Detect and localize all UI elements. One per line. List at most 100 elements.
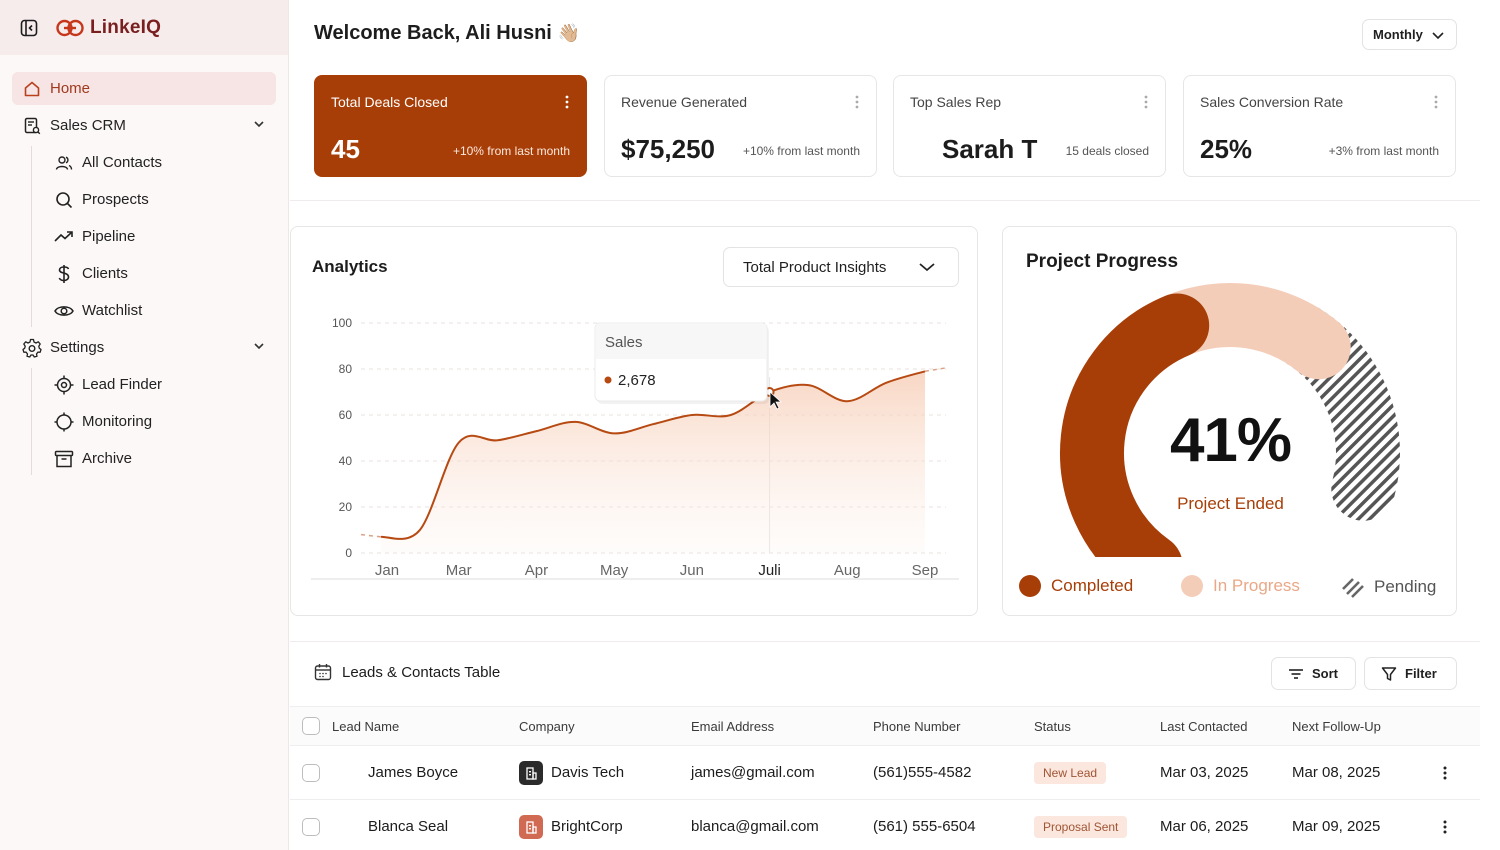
sidebar-item-label: Sales CRM <box>50 117 126 134</box>
chevron-down-icon[interactable] <box>252 117 266 135</box>
column-header[interactable]: Next Follow-Up <box>1292 718 1381 734</box>
select-all-cell <box>302 707 320 745</box>
period-select-value: Monthly <box>1373 27 1423 42</box>
sidebar-item-home[interactable]: Home <box>12 72 276 105</box>
sidebar-item-monitoring[interactable]: Monitoring <box>32 405 276 438</box>
legend-pending: Pending <box>1341 575 1436 599</box>
company-cell: Davis Tech <box>519 746 624 799</box>
completed-dot-icon <box>1019 575 1041 597</box>
tooltip-dot <box>604 376 612 384</box>
contacts-icon <box>54 153 74 173</box>
table-row[interactable]: Blanca Seal BrightCorp blanca@gmail.com … <box>290 800 1480 850</box>
column-header[interactable]: Lead Name <box>332 718 400 734</box>
row-checkbox[interactable] <box>302 763 320 782</box>
divider <box>290 200 1480 201</box>
column-header[interactable]: Email Address <box>691 718 775 734</box>
period-select[interactable]: Monthly <box>1362 19 1457 50</box>
select-all-checkbox[interactable] <box>302 717 320 735</box>
sidebar-item-clients[interactable]: Clients <box>32 257 276 290</box>
sidebar-item-label: Home <box>50 80 91 97</box>
sort-icon <box>1289 668 1303 679</box>
sidebar-item-settings[interactable]: Settings <box>12 331 276 364</box>
sidebar-item-prospects[interactable]: Prospects <box>32 183 276 216</box>
email-address[interactable]: james@gmail.com <box>691 764 815 781</box>
stat-card-top-sales-rep: Top Sales Rep Sarah T 15 deals closed <box>893 75 1166 177</box>
more-options-icon[interactable] <box>564 94 570 110</box>
row-actions <box>1442 746 1448 799</box>
project-progress-title: Project Progress <box>1026 251 1179 272</box>
row-select-cell <box>302 800 320 850</box>
sidebar-item-pipeline[interactable]: Pipeline <box>32 220 276 253</box>
email-address[interactable]: blanca@gmail.com <box>691 818 819 835</box>
x-tick-label: Sep <box>912 562 939 579</box>
column-header[interactable]: Phone Number <box>873 718 961 734</box>
y-tick-label: 80 <box>339 362 353 376</box>
home-icon <box>22 79 42 99</box>
chevron-down-icon <box>919 263 935 272</box>
sidebar-item-all-contacts[interactable]: All Contacts <box>32 146 276 179</box>
chart-line-start-dash <box>360 533 382 538</box>
insights-select[interactable]: Total Product Insights <box>723 247 959 287</box>
chart-area-fill <box>381 371 925 553</box>
lead-name[interactable]: Blanca Seal <box>368 818 449 835</box>
more-options-icon[interactable] <box>1143 94 1149 110</box>
x-tick-label: May <box>600 562 629 579</box>
legend-label: Completed <box>1051 576 1134 595</box>
calendar-icon <box>314 664 332 681</box>
sidebar-nav: Home Sales CRM All Contacts Prospects Pi… <box>12 72 276 479</box>
x-tick-label: Aug <box>834 562 861 579</box>
analytics-title: Analytics <box>312 257 388 276</box>
card-value: $75,250 <box>621 134 715 164</box>
tooltip-value: 2,678 <box>618 372 656 389</box>
company-name: BrightCorp <box>551 818 623 835</box>
target-icon <box>54 375 74 395</box>
more-options-icon[interactable] <box>1442 819 1448 835</box>
filter-button[interactable]: Filter <box>1364 657 1457 690</box>
wave-emoji: 👋🏼 <box>557 23 581 43</box>
insights-select-value: Total Product Insights <box>743 258 887 276</box>
column-header[interactable]: Last Contacted <box>1160 718 1248 734</box>
last-contacted: Mar 03, 2025 <box>1160 764 1249 781</box>
card-title: Sales Conversion Rate <box>1200 94 1344 110</box>
eye-icon <box>54 301 74 321</box>
x-tick-label: Mar <box>446 562 472 579</box>
tooltip-label: Sales <box>605 334 643 351</box>
last-contacted: Mar 06, 2025 <box>1160 818 1249 835</box>
card-subtext: 15 deals closed <box>1065 144 1149 158</box>
welcome-text: Welcome Back, Ali Husni <box>314 22 552 44</box>
table-row[interactable]: James Boyce Davis Tech james@gmail.com (… <box>290 746 1480 800</box>
in-progress-dot-icon <box>1181 575 1203 597</box>
stat-card-total-deals: Total Deals Closed 45 +10% from last mon… <box>314 75 587 177</box>
column-header[interactable]: Status <box>1034 718 1071 734</box>
sidebar-item-watchlist[interactable]: Watchlist <box>32 294 276 327</box>
sidebar: LinkeIQ Home Sales CRM All Contacts Pros… <box>0 0 289 850</box>
more-options-icon[interactable] <box>1442 765 1448 781</box>
mouse-cursor <box>769 391 783 410</box>
sort-button[interactable]: Sort <box>1271 657 1356 690</box>
dollar-icon <box>54 264 74 284</box>
sidebar-item-label: All Contacts <box>82 154 163 171</box>
tooltip-header-bg <box>596 324 766 359</box>
status-badge: New Lead <box>1034 761 1107 784</box>
y-tick-label: 60 <box>339 408 353 422</box>
sidebar-item-archive[interactable]: Archive <box>32 442 276 475</box>
filter-label: Filter <box>1405 666 1437 681</box>
column-header[interactable]: Company <box>519 718 575 734</box>
row-checkbox[interactable] <box>302 817 320 836</box>
chevron-down-icon[interactable] <box>252 339 266 357</box>
sidebar-item-label: Pipeline <box>82 228 136 245</box>
sidebar-item-label: Prospects <box>82 191 149 208</box>
sidebar-item-sales-crm[interactable]: Sales CRM <box>12 109 276 142</box>
stat-card-revenue: Revenue Generated $75,250 +10% from last… <box>604 75 877 177</box>
table-header: Lead Name Company Email Address Phone Nu… <box>290 706 1480 746</box>
phone-number: (561)555-4582 <box>873 764 972 781</box>
sidebar-item-lead-finder[interactable]: Lead Finder <box>32 368 276 401</box>
legend-label: Pending <box>1374 577 1437 596</box>
card-subtext: +3% from last month <box>1328 144 1439 158</box>
more-options-icon[interactable] <box>854 94 860 110</box>
divider <box>290 641 1480 642</box>
sort-label: Sort <box>1312 666 1338 681</box>
lead-name[interactable]: James Boyce <box>368 764 459 781</box>
more-options-icon[interactable] <box>1433 94 1439 110</box>
collapse-sidebar-icon[interactable] <box>20 19 38 37</box>
